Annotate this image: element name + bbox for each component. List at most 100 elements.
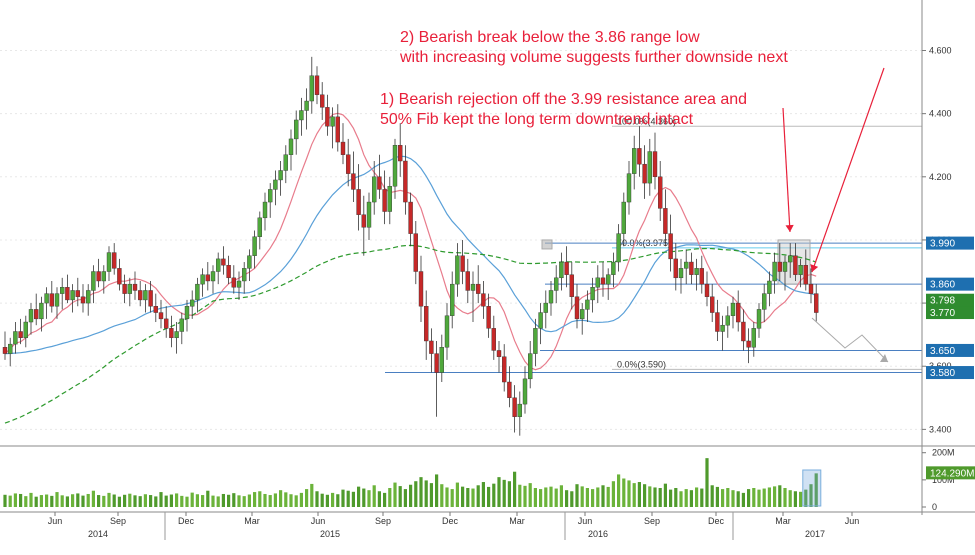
candle-body (439, 347, 444, 373)
volume-bar (268, 495, 272, 507)
candle-body (137, 290, 143, 301)
candle-body (616, 233, 621, 263)
candle-body (34, 309, 39, 320)
candle-body (247, 255, 252, 269)
volume-bar (632, 483, 636, 507)
arrow-1 (782, 107, 791, 233)
candle-body (226, 265, 231, 279)
candle-body (28, 309, 34, 323)
candle-body (372, 176, 377, 203)
candle-body (725, 315, 730, 326)
candle-body (236, 280, 242, 288)
candle-body (720, 324, 725, 332)
candle-body (746, 340, 751, 348)
month-label: Dec (708, 516, 725, 526)
candle-body (91, 271, 96, 291)
candle-body (678, 268, 684, 279)
volume-bar (398, 486, 402, 507)
candle-body (408, 201, 413, 234)
volume-bar (580, 486, 584, 507)
volume-bar (669, 489, 673, 507)
candle-body (595, 277, 600, 288)
level-tag-bg (926, 366, 974, 380)
month-label: Sep (644, 516, 660, 526)
candle-body (403, 160, 408, 203)
volume-bar (653, 487, 657, 507)
volume-bar (507, 481, 511, 507)
candle-body (210, 271, 216, 282)
candle-body (257, 217, 262, 237)
candle-body (730, 302, 736, 316)
projection-path (811, 317, 889, 363)
candle-body (600, 277, 606, 285)
candle-body (398, 145, 403, 162)
candle-body (330, 116, 335, 127)
volume-bar (325, 494, 329, 507)
candle-body (96, 271, 101, 282)
candle-body (392, 145, 398, 187)
candle-body (538, 312, 543, 329)
volume-bar (544, 487, 548, 507)
candle-body (632, 148, 637, 174)
fib-label: 0.0%(3.590) (617, 359, 666, 369)
volume-bar (24, 496, 28, 507)
volume-bar (643, 484, 647, 507)
volume-bar (487, 486, 491, 507)
candle-body (143, 290, 148, 301)
volume-bar (549, 486, 553, 507)
level-tag-bg (926, 343, 974, 357)
volume-bar (539, 489, 543, 507)
candle-body (288, 138, 294, 155)
volume-bar (767, 487, 771, 507)
candle-body (652, 151, 658, 178)
candle-body (710, 296, 715, 313)
candle-body (808, 283, 814, 294)
candle-body (767, 280, 772, 294)
volume-bar (169, 494, 173, 507)
candle-body (481, 293, 486, 307)
volume-bar (518, 484, 522, 507)
candle-body (75, 290, 81, 297)
candle-body (626, 173, 632, 203)
volume-bar (211, 495, 215, 507)
volume-bar (289, 494, 293, 507)
candle-body (215, 258, 221, 272)
volume-bar (50, 495, 54, 507)
arrow-1-head (785, 224, 794, 232)
candle-body (429, 340, 434, 354)
volume-bar (383, 492, 387, 507)
volume-bar (481, 482, 485, 507)
candle-body (377, 176, 382, 190)
volume-bar (497, 477, 501, 507)
candles (2, 56, 819, 436)
volume-bar (721, 489, 725, 507)
volume-bar (596, 487, 600, 507)
candle-body (668, 233, 673, 260)
volume-bar (71, 494, 75, 507)
price-tick-label: 4.200 (929, 172, 952, 182)
candle-body (299, 110, 304, 121)
volume-bar (351, 491, 355, 507)
candle-body (85, 290, 91, 304)
volume-bar (237, 495, 241, 507)
candle-body (689, 261, 694, 275)
volume-bar (305, 489, 309, 507)
candle-body (684, 261, 689, 269)
volume-bar (185, 496, 189, 507)
candle-body (444, 315, 450, 348)
volume-bar (299, 492, 303, 507)
volume-bar (372, 485, 376, 507)
volume-bar (60, 495, 64, 507)
volume-bar (29, 492, 33, 507)
volume-bar (565, 490, 569, 507)
volume-bar (570, 491, 574, 507)
candle-body (366, 201, 372, 228)
volume-bar (809, 484, 813, 507)
volume-bar (362, 488, 366, 507)
arrow-2 (811, 67, 885, 273)
candle-body (39, 302, 44, 320)
candle-body (111, 252, 117, 269)
candle-body (101, 271, 107, 282)
candle-body (788, 255, 793, 263)
